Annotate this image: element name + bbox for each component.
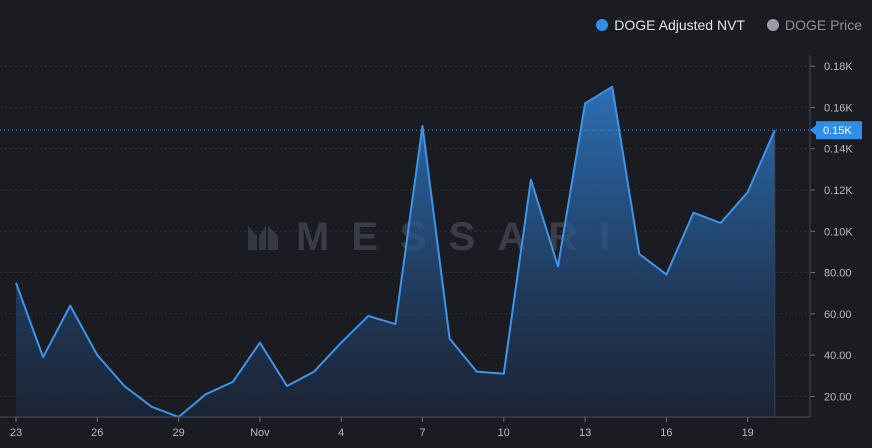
y-tick-label: 0.10K: [824, 226, 853, 238]
legend-item-adjusted-nvt[interactable]: DOGE Adjusted NVT: [596, 17, 745, 33]
legend-label-price: DOGE Price: [784, 17, 862, 33]
x-tick-label: Nov: [250, 427, 270, 439]
chart-legend: DOGE Adjusted NVT DOGE Price: [596, 17, 862, 33]
x-tick-label: 13: [579, 427, 591, 439]
legend-item-price[interactable]: DOGE Price: [766, 17, 862, 33]
x-tick-label: 26: [91, 427, 103, 439]
current-value-pointer: [810, 125, 816, 136]
y-tick-label: 0.16K: [824, 102, 853, 114]
x-tick-label: 16: [660, 427, 672, 439]
y-tick-label: 40.00: [824, 350, 852, 362]
current-value-text: 0.15K: [823, 125, 852, 137]
y-tick-label: 80.00: [824, 268, 852, 280]
legend-dot-adjusted-nvt: [596, 19, 609, 31]
legend-label-adjusted-nvt: DOGE Adjusted NVT: [614, 17, 745, 33]
legend-dot-price: [766, 19, 779, 31]
series-area: [15, 85, 776, 418]
y-tick-label: 0.18K: [824, 61, 853, 73]
x-tick-label: 10: [498, 427, 510, 439]
axes: 20.00 40.00 60.00 80.00 0.10K 0.12K 0.14K 0.16K…: [0, 55, 853, 439]
x-tick-label: 19: [742, 427, 754, 439]
x-tick-label: 23: [10, 427, 22, 439]
x-tick-label: 7: [419, 427, 425, 439]
y-tick-label: 20.00: [824, 391, 852, 403]
y-tick-label: 0.12K: [824, 185, 853, 197]
current-value-box: [816, 121, 862, 140]
x-tick-label: 4: [338, 427, 344, 439]
series-area-fill: [16, 86, 775, 418]
current-value-tag: 0.15K: [0, 121, 862, 140]
messari-logo-icon: [248, 226, 278, 250]
watermark-text: MESSARI: [296, 215, 632, 259]
watermark: MESSARI: [248, 215, 632, 259]
y-tick-label: 60.00: [824, 309, 852, 321]
y-tick-label: 0.14K: [824, 144, 853, 156]
x-tick-label: 29: [172, 427, 184, 439]
